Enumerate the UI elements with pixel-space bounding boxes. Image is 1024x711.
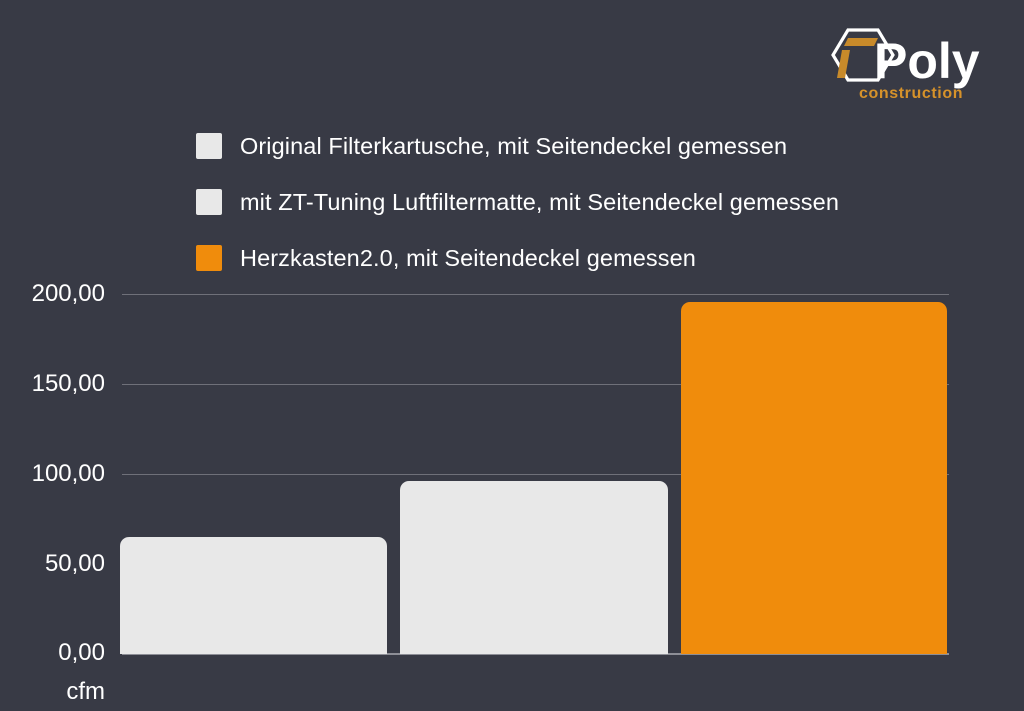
y-axis-tick-0: 0,00 xyxy=(58,639,105,666)
y-axis-unit-label: cfm xyxy=(66,678,105,705)
y-axis-tick-200: 200,00 xyxy=(31,280,105,307)
legend-swatch xyxy=(196,189,222,215)
y-axis-tick-100: 100,00 xyxy=(31,460,105,487)
bar-original-filterkartusche[interactable] xyxy=(120,537,387,654)
poly-construction-logo: Poly construction xyxy=(812,26,997,108)
legend-swatch xyxy=(196,245,222,271)
gridline-100 xyxy=(122,474,949,475)
bar-herzkasten-2-0[interactable] xyxy=(681,302,947,654)
axis-baseline xyxy=(122,653,949,655)
gridline-150 xyxy=(122,384,949,385)
legend-item-label: mit ZT-Tuning Luftfiltermatte, mit Seite… xyxy=(240,188,839,215)
legend-item-label: Herzkasten2.0, mit Seitendeckel gemessen xyxy=(240,244,696,271)
y-axis-tick-150: 150,00 xyxy=(31,370,105,397)
bar-zt-tuning-luftfiltermatte[interactable] xyxy=(400,481,668,654)
svg-text:Poly: Poly xyxy=(874,33,980,89)
y-axis-tick-50: 50,00 xyxy=(44,550,105,577)
legend-item[interactable]: Original Filterkartusche, mit Seitendeck… xyxy=(196,126,956,166)
hexagon-logo-icon: Poly construction xyxy=(831,28,980,102)
legend-item-label: Original Filterkartusche, mit Seitendeck… xyxy=(240,132,788,159)
legend-item[interactable]: Herzkasten2.0, mit Seitendeckel gemessen xyxy=(196,238,956,278)
gridline-200 xyxy=(122,294,949,295)
legend-item[interactable]: mit ZT-Tuning Luftfiltermatte, mit Seite… xyxy=(196,182,956,222)
legend-swatch xyxy=(196,133,222,159)
svg-text:construction: construction xyxy=(859,85,963,102)
chart-legend: Original Filterkartusche, mit Seitendeck… xyxy=(196,126,956,294)
